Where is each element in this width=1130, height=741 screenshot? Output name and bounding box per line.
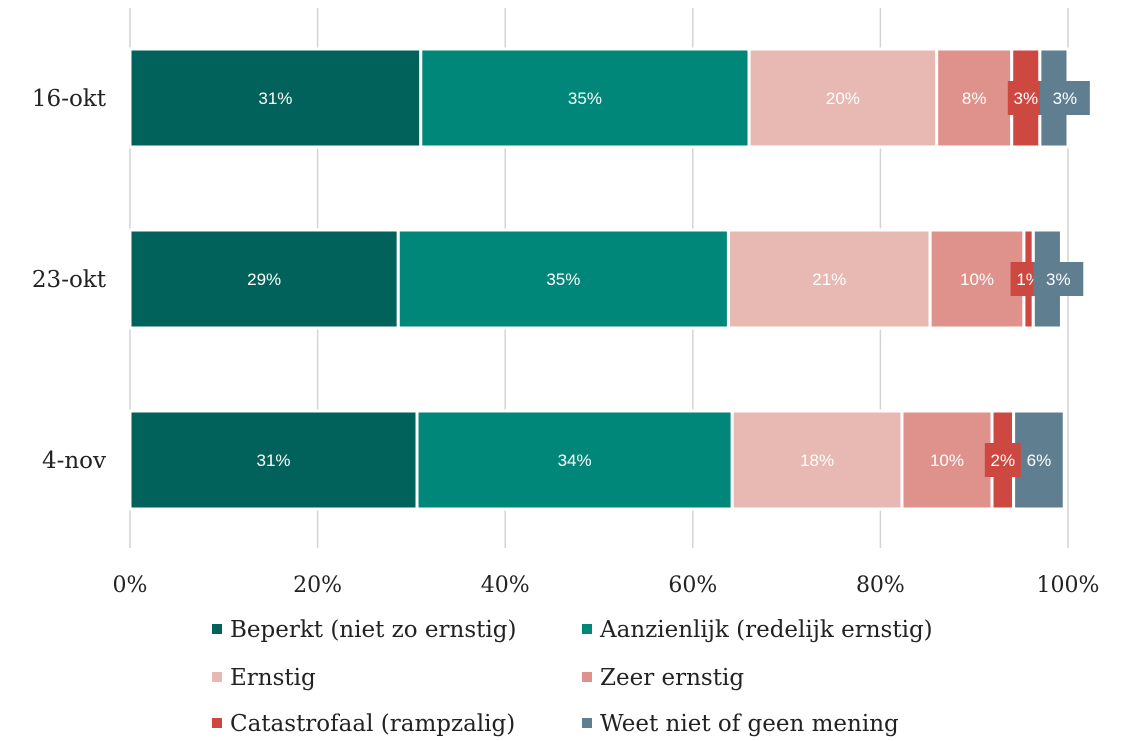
data-label: 29% [247,270,281,289]
x-axis-ticks: 0% 20% 40% 60% 80% 100% [113,573,1100,598]
data-label-background [1039,81,1090,115]
category-label: 16-okt [32,86,107,112]
data-label: 20% [826,89,860,108]
category-labels: 16-okt 23-okt 4-nov [32,86,107,474]
data-label: 6% [1027,451,1052,470]
data-label-background [984,443,1021,477]
bar-segment [128,228,400,330]
data-label: 3% [1014,89,1039,108]
data-label: 3% [1046,270,1071,289]
data-label: 34% [558,451,592,470]
data-label: 3% [1053,89,1078,108]
data-label: 8% [962,89,987,108]
category-label: 23-okt [32,267,107,293]
legend-swatch [212,624,222,634]
x-tick-label: 20% [293,573,342,598]
data-label: 10% [960,270,994,289]
x-tick-label: 80% [856,573,905,598]
legend-label: Catastrofaal (rampzalig) [230,711,515,737]
data-label: 35% [546,270,580,289]
legend-swatch [582,624,592,634]
legend-label: Zeer ernstig [600,665,744,691]
data-label: 2% [991,451,1016,470]
legend: Beperkt (niet zo ernstig) Aanzienlijk (re… [212,617,933,737]
bar-segment [928,228,1026,330]
x-tick-label: 100% [1037,573,1100,598]
data-label: 10% [930,451,964,470]
bar-segment [900,409,994,511]
bars: 31% 35% 20% 8% 3% 3%29% 35% 21% 10% 1% 3%31% 34% 18%… [128,47,1090,511]
data-label: 31% [256,451,290,470]
data-label: 21% [812,270,846,289]
x-tick-label: 60% [668,573,717,598]
legend-swatch [212,672,222,682]
bar-segment [1012,409,1066,511]
bar-segment [726,228,932,330]
data-label-background [1033,262,1084,296]
bar-segment [730,409,904,511]
bar-segment [935,47,1014,149]
legend-swatch [582,672,592,682]
legend-label: Weet niet of geen mening [600,711,899,737]
data-label: 31% [258,89,292,108]
legend-label: Beperkt (niet zo ernstig) [230,617,516,643]
legend-swatch [582,718,592,728]
legend-label: Aanzienlijk (redelijk ernstig) [599,617,933,643]
data-label-background [1007,81,1044,115]
data-label: 18% [800,451,834,470]
x-tick-label: 40% [481,573,530,598]
legend-swatch [212,718,222,728]
bar-segment [128,47,423,149]
category-label: 4-nov [42,448,106,474]
legend-label: Ernstig [230,665,316,691]
data-label: 35% [568,89,602,108]
x-tick-label: 0% [113,573,148,598]
